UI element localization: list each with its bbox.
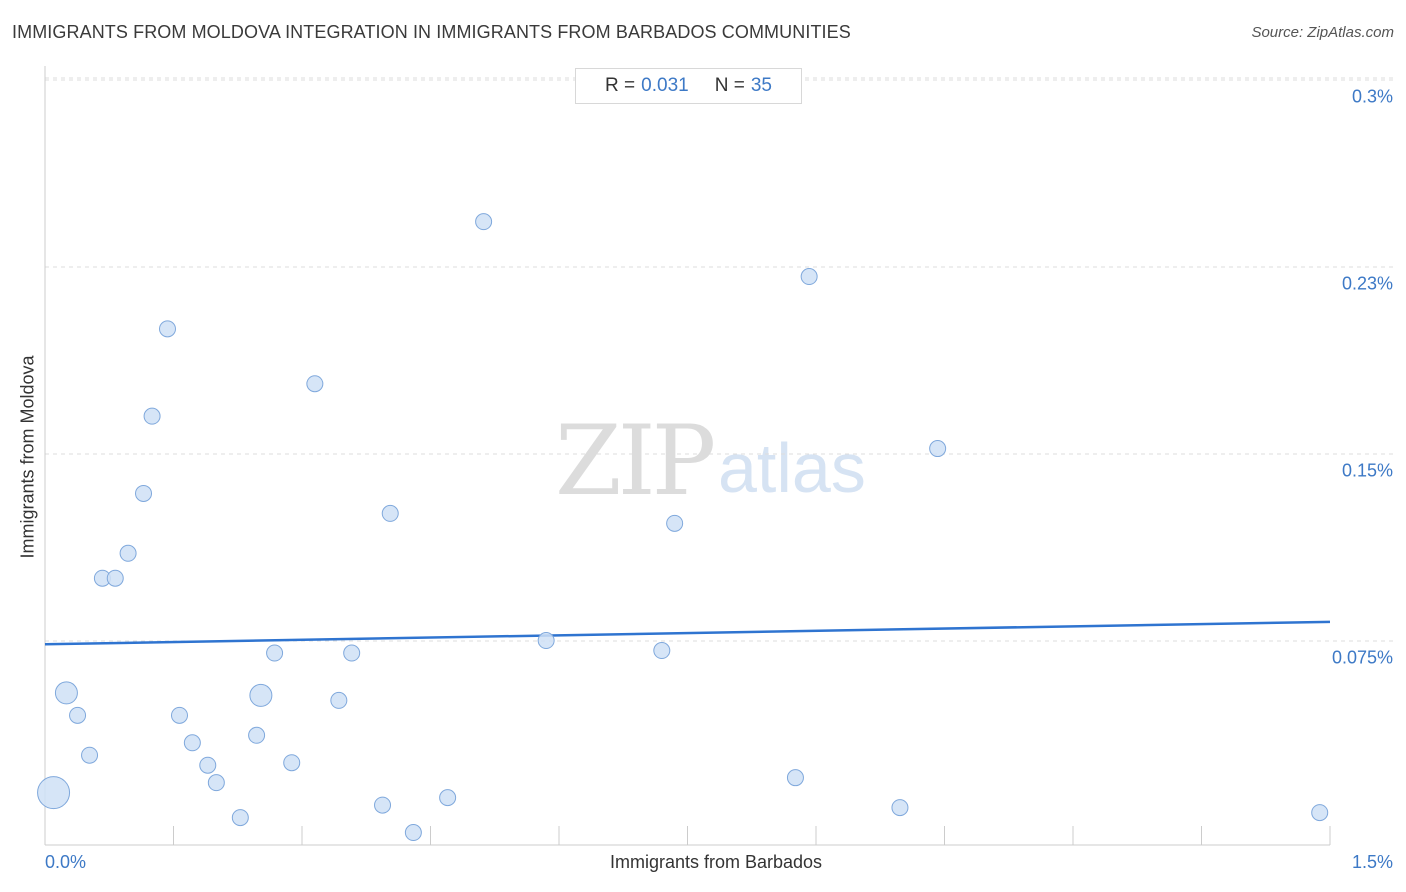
- data-point: [475, 213, 493, 231]
- chart-title: IMMIGRANTS FROM MOLDOVA INTEGRATION IN I…: [12, 22, 851, 42]
- x-tick-label: 0.0%: [45, 852, 87, 872]
- y-axis-label: Immigrants from Moldova: [17, 355, 38, 559]
- watermark-atlas: atlas: [718, 429, 866, 507]
- y-tick-label: 0.23%: [1341, 273, 1393, 294]
- r-value: 0.031: [641, 75, 689, 96]
- data-point: [439, 789, 457, 807]
- data-point: [37, 776, 71, 810]
- y-tick-label: 0.3%: [1351, 86, 1393, 107]
- data-point: [283, 754, 301, 772]
- data-point: [248, 726, 266, 744]
- trend-line: [44, 620, 1331, 646]
- source-label: Source: ZipAtlas.com: [1251, 24, 1394, 41]
- data-point: [800, 268, 818, 286]
- x-axis-label: Immigrants from Barbados: [609, 852, 823, 872]
- data-point: [231, 809, 249, 827]
- data-point: [159, 320, 177, 338]
- stats-box: R = 0.031 N = 35: [575, 68, 802, 104]
- data-point: [374, 796, 392, 814]
- n-label: N =: [714, 75, 745, 96]
- data-point: [183, 734, 201, 752]
- data-point: [343, 644, 361, 662]
- data-point: [106, 569, 124, 587]
- data-point: [330, 691, 348, 709]
- data-point: [119, 544, 137, 562]
- data-point: [306, 375, 324, 393]
- data-point: [249, 683, 273, 707]
- data-point: [666, 514, 684, 532]
- watermark-zip: ZIP: [555, 405, 716, 517]
- data-point: [135, 484, 153, 502]
- data-point: [199, 756, 217, 774]
- data-point: [653, 642, 671, 660]
- data-point: [170, 706, 188, 724]
- data-point: [207, 774, 225, 792]
- r-label: R =: [605, 75, 636, 96]
- data-point: [929, 440, 947, 458]
- data-point: [143, 407, 161, 425]
- data-point: [81, 746, 99, 764]
- data-point: [69, 706, 87, 724]
- data-point: [786, 769, 804, 787]
- x-tick-label: 1.5%: [1351, 852, 1393, 872]
- y-tick-label: 0.15%: [1341, 460, 1393, 481]
- y-tick-label: 0.075%: [1331, 647, 1393, 668]
- data-point: [1311, 804, 1329, 822]
- data-point: [381, 504, 399, 522]
- data-point: [54, 681, 78, 705]
- data-point: [404, 824, 422, 842]
- data-point: [266, 644, 284, 662]
- data-point: [537, 632, 555, 650]
- data-point: [891, 799, 909, 817]
- n-value: 35: [750, 75, 772, 96]
